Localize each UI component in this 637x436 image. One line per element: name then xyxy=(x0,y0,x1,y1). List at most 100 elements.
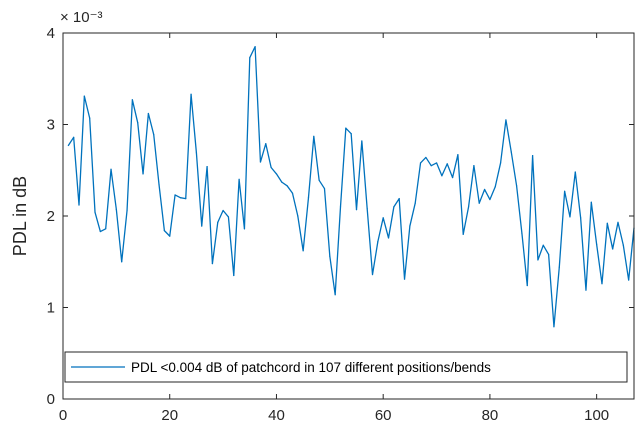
data-point xyxy=(115,209,117,211)
data-point xyxy=(345,127,347,129)
data-point xyxy=(291,192,294,194)
data-point xyxy=(612,248,614,250)
data-point xyxy=(382,217,384,219)
data-point xyxy=(153,133,155,136)
data-point xyxy=(73,136,75,138)
data-point xyxy=(211,262,214,265)
legend: PDL <0.004 dB of patchcord in 107 differ… xyxy=(64,351,628,383)
data-point xyxy=(249,57,251,59)
data-point xyxy=(483,188,486,191)
data-point xyxy=(131,99,133,101)
x-tick-label: 40 xyxy=(268,407,285,424)
plot-area xyxy=(63,33,634,399)
data-point xyxy=(137,122,139,124)
data-point xyxy=(398,198,400,200)
data-point xyxy=(564,190,566,192)
data-point xyxy=(254,46,256,48)
data-point xyxy=(99,230,101,233)
data-point xyxy=(217,221,219,224)
data-point xyxy=(233,274,235,277)
y-tick-label: 1 xyxy=(47,300,55,317)
data-point xyxy=(313,135,315,137)
legend-box xyxy=(64,351,628,383)
data-point xyxy=(281,181,283,183)
axis-tick-labels: 0 20 40 60 80 100 0 1 2 3 4 xyxy=(47,25,610,424)
data-point xyxy=(553,326,555,328)
data-point xyxy=(601,283,603,285)
data-point xyxy=(510,151,512,153)
data-point xyxy=(574,171,576,173)
data-point xyxy=(174,194,176,196)
data-point xyxy=(94,211,96,213)
plot-box xyxy=(62,32,635,400)
x-tick-label: 60 xyxy=(375,407,392,424)
data-point xyxy=(430,165,432,167)
data-point xyxy=(617,221,619,224)
data-point xyxy=(238,178,240,180)
data-point xyxy=(147,112,149,115)
y-tick-label: 4 xyxy=(47,25,55,42)
data-point xyxy=(499,162,502,164)
data-point xyxy=(451,176,454,179)
data-point xyxy=(243,228,246,230)
data-point xyxy=(302,250,304,252)
data-point xyxy=(121,261,123,263)
x-tick-label: 100 xyxy=(584,407,609,424)
data-point xyxy=(366,208,368,210)
data-point xyxy=(516,185,518,187)
data-point xyxy=(275,173,278,175)
data-point xyxy=(537,259,539,261)
data-point xyxy=(489,198,491,201)
data-point xyxy=(414,202,416,204)
data-point xyxy=(67,144,69,147)
data-point xyxy=(78,204,80,206)
data-point xyxy=(126,209,128,212)
data-point xyxy=(403,278,406,280)
data-point xyxy=(393,206,395,208)
data-point xyxy=(222,209,224,212)
data-point xyxy=(590,201,592,203)
data-point xyxy=(446,163,448,165)
data-point xyxy=(473,165,475,167)
data-point xyxy=(307,197,310,199)
data-point xyxy=(542,244,544,246)
data-point xyxy=(179,197,181,199)
data-point xyxy=(105,228,107,230)
data-point xyxy=(580,217,582,219)
data-point xyxy=(478,202,480,204)
data-point xyxy=(628,279,630,281)
data-point xyxy=(532,155,534,157)
data-point xyxy=(558,266,560,268)
data-point xyxy=(585,289,587,291)
data-point xyxy=(259,161,262,163)
data-point xyxy=(596,243,598,245)
y-axis-label: PDL in dB xyxy=(10,176,30,256)
data-point xyxy=(185,198,187,200)
data-point xyxy=(350,133,352,135)
data-point xyxy=(83,95,85,97)
y-tick-label: 3 xyxy=(47,117,55,134)
data-point xyxy=(190,93,192,95)
data-point xyxy=(329,255,331,257)
data-point xyxy=(318,179,320,181)
data-point xyxy=(622,244,624,246)
data-point xyxy=(435,162,438,164)
data-point xyxy=(169,235,171,237)
data-point xyxy=(110,168,112,170)
data-point xyxy=(206,165,208,168)
y-tick-label: 0 xyxy=(47,391,55,408)
data-points xyxy=(67,46,635,328)
y-exponent-label: × 10⁻³ xyxy=(60,9,103,26)
data-point xyxy=(323,187,326,190)
data-point xyxy=(265,143,267,145)
data-point xyxy=(441,175,443,177)
data-point xyxy=(505,119,507,121)
x-tick-label: 80 xyxy=(482,407,499,424)
data-point xyxy=(334,294,336,296)
y-tick-label: 2 xyxy=(47,208,55,225)
data-point xyxy=(548,253,550,256)
data-point xyxy=(297,215,299,217)
data-point xyxy=(387,237,390,239)
data-point xyxy=(89,117,91,119)
